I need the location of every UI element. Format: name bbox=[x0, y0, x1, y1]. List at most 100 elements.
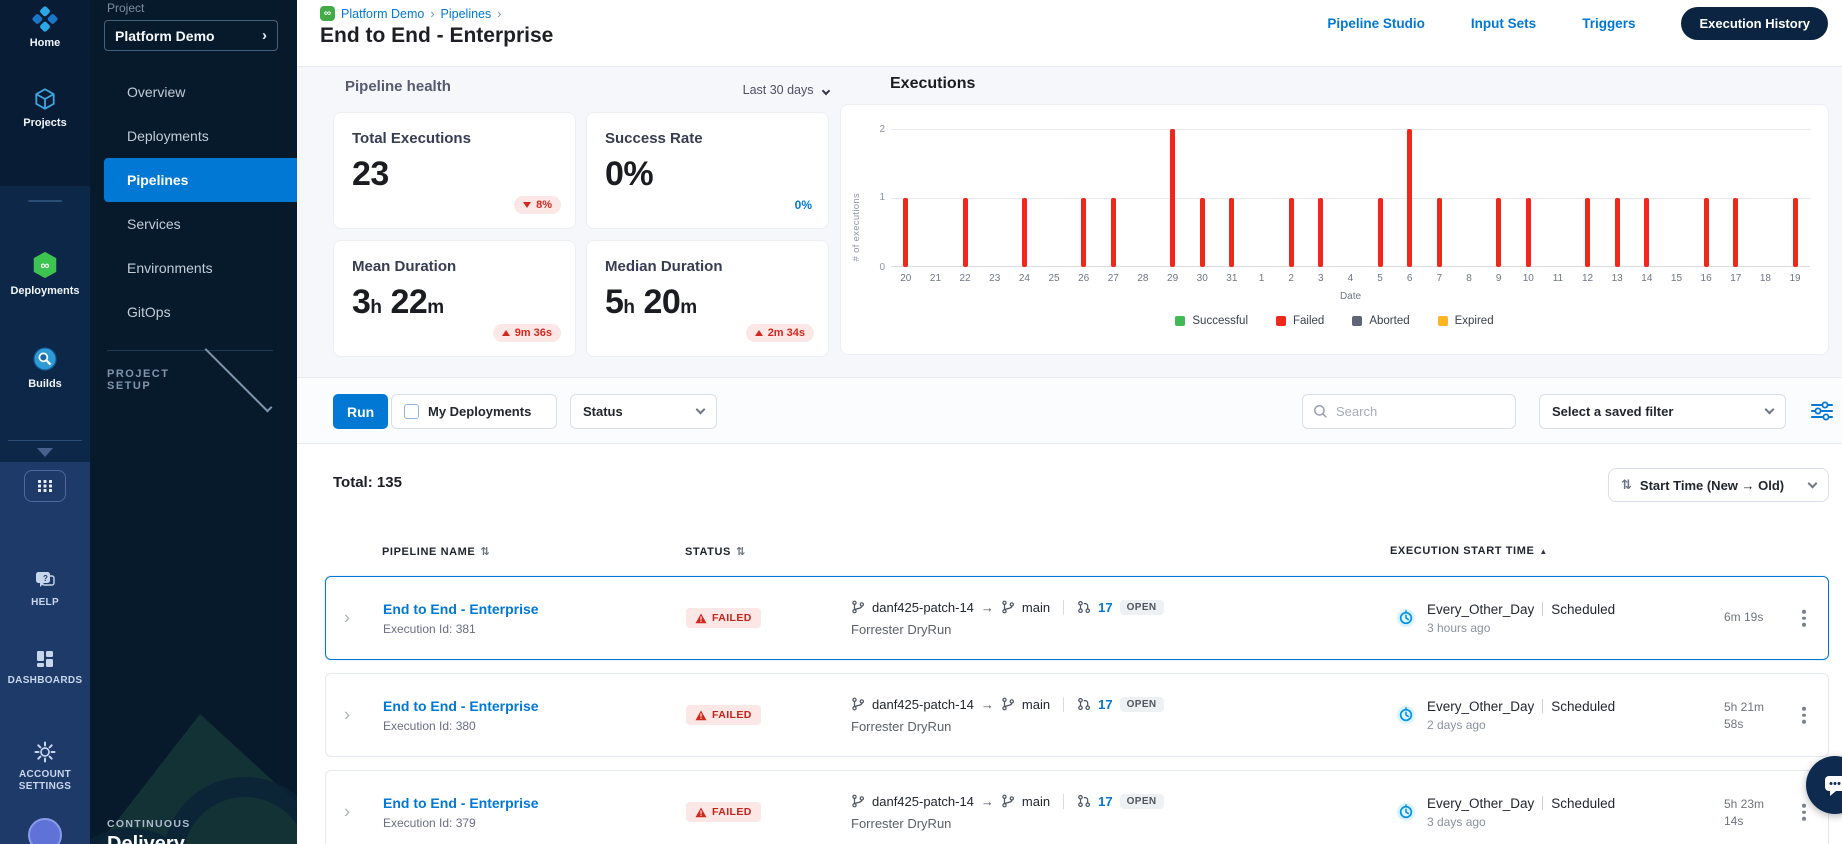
row-menu-kebab-icon[interactable] bbox=[1798, 703, 1810, 728]
column-header-status[interactable]: STATUS ⇅ bbox=[685, 545, 746, 559]
sidebar-item-projects[interactable]: Projects bbox=[0, 86, 90, 129]
execution-bar-slot[interactable] bbox=[1158, 129, 1188, 267]
sidebar-item-deployments[interactable]: ∞ Deployments bbox=[0, 250, 90, 297]
execution-bar-slot[interactable] bbox=[1543, 129, 1573, 267]
execution-bar-slot[interactable] bbox=[1010, 129, 1040, 267]
user-avatar[interactable] bbox=[28, 818, 62, 844]
execution-bar-slot[interactable] bbox=[1691, 129, 1721, 267]
source-branch[interactable]: danf425-patch-14 bbox=[872, 793, 974, 809]
project-selector[interactable]: Platform Demo › bbox=[104, 20, 278, 51]
pipeline-name-link[interactable]: End to End - Enterprise bbox=[383, 697, 539, 714]
chart-plot-area: 2 1 0 bbox=[879, 124, 1810, 273]
pr-number-link[interactable]: 17 bbox=[1098, 696, 1113, 712]
my-deployments-filter[interactable]: My Deployments bbox=[391, 394, 557, 429]
execution-bar-slot[interactable] bbox=[1395, 129, 1425, 267]
execution-bar-slot[interactable] bbox=[1098, 129, 1128, 267]
sidebar-item-builds[interactable]: Builds bbox=[0, 345, 90, 390]
trigger-name: Every_Other_Day bbox=[1427, 795, 1535, 811]
sidebar-item-account-settings[interactable]: ACCOUNT SETTINGS bbox=[0, 740, 90, 793]
execution-bar-slot[interactable] bbox=[1276, 129, 1306, 267]
sidebar-item-gitops[interactable]: GitOps bbox=[127, 304, 171, 320]
execution-id: Execution Id: 379 bbox=[383, 815, 476, 830]
sidebar-item-help[interactable]: ? HELP bbox=[0, 570, 90, 609]
module-grid-button[interactable] bbox=[24, 470, 66, 502]
row-expand-chevron-icon[interactable]: › bbox=[344, 801, 350, 822]
tab-triggers[interactable]: Triggers bbox=[1582, 15, 1636, 31]
legend-item-successful[interactable]: Successful bbox=[1175, 315, 1248, 327]
filter-sliders-icon[interactable] bbox=[1810, 401, 1834, 421]
pr-number-link[interactable]: 17 bbox=[1098, 793, 1113, 809]
source-branch[interactable]: danf425-patch-14 bbox=[872, 599, 974, 615]
execution-bar-slot[interactable] bbox=[1454, 129, 1484, 267]
sort-arrows-icon: ⇅ bbox=[480, 546, 491, 558]
execution-bar-slot[interactable] bbox=[921, 129, 951, 267]
column-header-pipeline-name[interactable]: PIPELINE NAME ⇅ bbox=[382, 545, 491, 559]
execution-bar-slot[interactable] bbox=[1365, 129, 1395, 267]
execution-bar-slot[interactable] bbox=[1602, 129, 1632, 267]
sidebar-item-home[interactable]: Home bbox=[0, 6, 90, 49]
source-branch[interactable]: danf425-patch-14 bbox=[872, 696, 974, 712]
sidebar-item-services[interactable]: Services bbox=[127, 216, 181, 232]
pipeline-name-link[interactable]: End to End - Enterprise bbox=[383, 600, 539, 617]
legend-item-aborted[interactable]: Aborted bbox=[1352, 315, 1410, 327]
sidebar-item-environments[interactable]: Environments bbox=[127, 260, 213, 276]
pipeline-name-link[interactable]: End to End - Enterprise bbox=[383, 794, 539, 811]
execution-bar-slot[interactable] bbox=[1751, 129, 1781, 267]
sort-dropdown[interactable]: ⇅ Start Time (New → Old) bbox=[1608, 468, 1829, 502]
row-expand-chevron-icon[interactable]: › bbox=[344, 607, 350, 628]
execution-bar-slot[interactable] bbox=[1513, 129, 1543, 267]
execution-bar-slot[interactable] bbox=[1632, 129, 1662, 267]
row-menu-kebab-icon[interactable] bbox=[1798, 606, 1810, 631]
legend-item-expired[interactable]: Expired bbox=[1437, 315, 1494, 327]
sidebar-item-overview[interactable]: Overview bbox=[127, 84, 186, 100]
pr-number-link[interactable]: 17 bbox=[1098, 599, 1113, 615]
target-branch[interactable]: main bbox=[1021, 696, 1051, 712]
status-dropdown[interactable]: Status bbox=[570, 394, 717, 429]
execution-bar-slot[interactable] bbox=[1721, 129, 1751, 267]
breadcrumb-pipelines-link[interactable]: Pipelines bbox=[440, 6, 492, 21]
saved-filter-dropdown[interactable]: Select a saved filter bbox=[1539, 394, 1786, 429]
execution-bar-slot[interactable] bbox=[1306, 129, 1336, 267]
my-deployments-checkbox[interactable] bbox=[404, 404, 419, 419]
execution-bar-slot[interactable] bbox=[1247, 129, 1277, 267]
row-menu-kebab-icon[interactable] bbox=[1798, 800, 1810, 825]
execution-bar-slot[interactable] bbox=[1573, 129, 1603, 267]
execution-bar-slot[interactable] bbox=[980, 129, 1010, 267]
collapse-chevron-icon[interactable] bbox=[37, 448, 53, 457]
tab-pipeline-studio[interactable]: Pipeline Studio bbox=[1327, 15, 1425, 31]
tab-execution-history[interactable]: Execution History bbox=[1681, 6, 1828, 40]
execution-row[interactable]: › End to End - Enterprise Execution Id: … bbox=[325, 770, 1829, 844]
execution-bar-slot[interactable] bbox=[1039, 129, 1069, 267]
row-expand-chevron-icon[interactable]: › bbox=[344, 704, 350, 725]
target-branch[interactable]: main bbox=[1021, 599, 1051, 615]
execution-bar-slot[interactable] bbox=[1484, 129, 1514, 267]
execution-bar-slot[interactable] bbox=[1336, 129, 1366, 267]
execution-bar-slot[interactable] bbox=[1780, 129, 1810, 267]
sidebar-item-pipelines[interactable]: Pipelines bbox=[104, 158, 297, 202]
execution-bar-slot[interactable] bbox=[1187, 129, 1217, 267]
execution-bar-slot[interactable] bbox=[950, 129, 980, 267]
execution-bar-slot[interactable] bbox=[1069, 129, 1099, 267]
date-range-dropdown[interactable]: Last 30 days bbox=[649, 83, 831, 97]
execution-row[interactable]: › End to End - Enterprise Execution Id: … bbox=[325, 673, 1829, 757]
target-branch[interactable]: main bbox=[1021, 793, 1051, 809]
execution-bar-slot[interactable] bbox=[1425, 129, 1455, 267]
divider bbox=[1063, 696, 1065, 712]
arrow-right-icon: → bbox=[980, 696, 994, 712]
legend-item-failed[interactable]: Failed bbox=[1276, 315, 1324, 327]
execution-bar-slot[interactable] bbox=[891, 129, 921, 267]
run-button[interactable]: Run bbox=[333, 394, 389, 429]
project-setup-toggle[interactable]: PROJECT SETUP bbox=[107, 344, 283, 412]
column-header-execution-start-time[interactable]: EXECUTION START TIME ▲ bbox=[1390, 545, 1548, 557]
execution-bar-slot[interactable] bbox=[1662, 129, 1692, 267]
execution-bar-slot[interactable] bbox=[1217, 129, 1247, 267]
execution-row[interactable]: › End to End - Enterprise Execution Id: … bbox=[325, 576, 1829, 660]
sidebar-item-dashboards[interactable]: DASHBOARDS bbox=[0, 648, 90, 687]
breadcrumb-project-link[interactable]: Platform Demo bbox=[341, 6, 425, 21]
sidebar-item-deployments[interactable]: Deployments bbox=[127, 128, 209, 144]
tab-input-sets[interactable]: Input Sets bbox=[1470, 15, 1537, 31]
search-input[interactable] bbox=[1336, 404, 1486, 419]
execution-bar-slot[interactable] bbox=[1128, 129, 1158, 267]
search-field[interactable] bbox=[1302, 394, 1516, 429]
